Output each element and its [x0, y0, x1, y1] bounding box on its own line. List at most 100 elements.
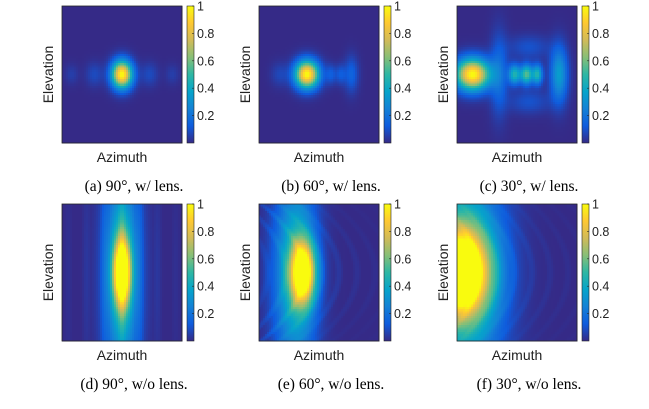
heatmap-cell	[92, 33, 95, 37]
heatmap-cell	[136, 31, 139, 34]
heatmap-cell	[176, 24, 179, 27]
heatmap-cell	[176, 21, 179, 25]
heatmap-cell	[156, 15, 159, 18]
heatmap-cell	[92, 24, 95, 27]
heatmap-cell	[104, 19, 107, 23]
heatmap-cell	[154, 21, 157, 25]
heatmap-cell	[70, 8, 73, 11]
heatmap-cell	[76, 24, 79, 27]
heatmap-cell	[84, 28, 87, 32]
heatmap-cell	[138, 8, 141, 11]
heatmap-cell	[144, 19, 147, 23]
heatmap-cell	[104, 12, 107, 16]
heatmap-cell	[106, 17, 109, 21]
heatmap-cell	[114, 21, 117, 25]
heatmap-cell	[156, 12, 159, 16]
heatmap-cell	[106, 33, 109, 37]
heatmap-cell	[76, 28, 79, 32]
heatmap-cell	[160, 24, 163, 27]
heatmap-cell	[134, 26, 137, 30]
heatmap-cell	[104, 21, 107, 25]
heatmap-cell	[136, 33, 139, 37]
heatmap-cell	[166, 15, 169, 18]
heatmap-cell	[168, 15, 171, 18]
heatmap-cell	[132, 21, 135, 25]
heatmap-cell	[152, 10, 155, 14]
heatmap-cell	[112, 17, 115, 21]
heatmap-cell	[130, 19, 133, 23]
heatmap-cell	[170, 26, 173, 30]
heatmap-cell	[180, 24, 183, 27]
heatmap-cell	[74, 8, 77, 11]
heatmap-cell	[74, 26, 77, 30]
heatmap-cell	[128, 15, 131, 18]
heatmap-cell	[88, 21, 91, 25]
heatmap-cell	[110, 6, 113, 9]
heatmap-cell	[164, 19, 167, 23]
heatmap-cell	[100, 24, 103, 27]
heatmap-cell	[112, 26, 115, 30]
heatmap-cell	[154, 17, 157, 21]
heatmap-cell	[148, 21, 151, 25]
heatmap-cell	[116, 28, 119, 32]
heatmap-cell	[106, 26, 109, 30]
heatmap-cell	[78, 12, 81, 16]
heatmap-cell	[166, 8, 169, 11]
heatmap-cell	[180, 28, 183, 32]
heatmap-cell	[66, 28, 69, 32]
heatmap-cell	[174, 26, 177, 30]
heatmap-cell	[84, 33, 87, 37]
heatmap-cell	[106, 12, 109, 16]
heatmap-cell	[180, 17, 183, 21]
heatmap-cell	[102, 21, 105, 25]
heatmap-cell	[148, 28, 151, 32]
heatmap-cell	[176, 12, 179, 16]
heatmap-cell	[170, 15, 173, 18]
heatmap-cell	[166, 31, 169, 34]
heatmap-cell	[138, 15, 141, 18]
heatmap-cell	[108, 19, 111, 23]
heatmap-cell	[114, 10, 117, 14]
heatmap-cell	[108, 33, 111, 37]
heatmap-cell	[146, 31, 149, 34]
heatmap-cell	[152, 8, 155, 11]
heatmap-cell	[118, 6, 121, 9]
heatmap-cell	[158, 17, 161, 21]
heatmap-cell	[122, 33, 125, 37]
heatmap-cell	[98, 24, 101, 27]
heatmap-cell	[74, 21, 77, 25]
heatmap-cell	[136, 19, 139, 23]
heatmap-cell	[172, 12, 175, 16]
heatmap-cell	[82, 28, 85, 32]
heatmap-cell	[130, 6, 133, 9]
heatmap-cell	[70, 17, 73, 21]
heatmap-cell	[178, 26, 181, 30]
heatmap-cell	[62, 28, 65, 32]
heatmap-cell	[124, 8, 127, 11]
heatmap-cell	[80, 19, 83, 23]
heatmap-cell	[156, 31, 159, 34]
heatmap-cell	[138, 21, 141, 25]
heatmap-cell	[146, 24, 149, 27]
heatmap-cell	[108, 28, 111, 32]
heatmap-cell	[122, 26, 125, 30]
heatmap-cell	[64, 12, 67, 16]
heatmap-cell	[86, 19, 89, 23]
heatmap-cell	[104, 17, 107, 21]
heatmap-cell	[82, 26, 85, 30]
heatmap-cell	[112, 19, 115, 23]
heatmap-cell	[156, 28, 159, 32]
heatmap-cell	[114, 24, 117, 27]
heatmap-cell	[66, 17, 69, 21]
heatmap-cell	[136, 6, 139, 9]
heatmap-cell	[142, 21, 145, 25]
heatmap-cell	[158, 21, 161, 25]
heatmap-cell	[86, 6, 89, 9]
heatmap-cell	[178, 28, 181, 32]
heatmap-cell	[118, 33, 121, 37]
heatmap-cell	[152, 31, 155, 34]
heatmap-cell	[106, 8, 109, 11]
heatmap-cell	[136, 15, 139, 18]
